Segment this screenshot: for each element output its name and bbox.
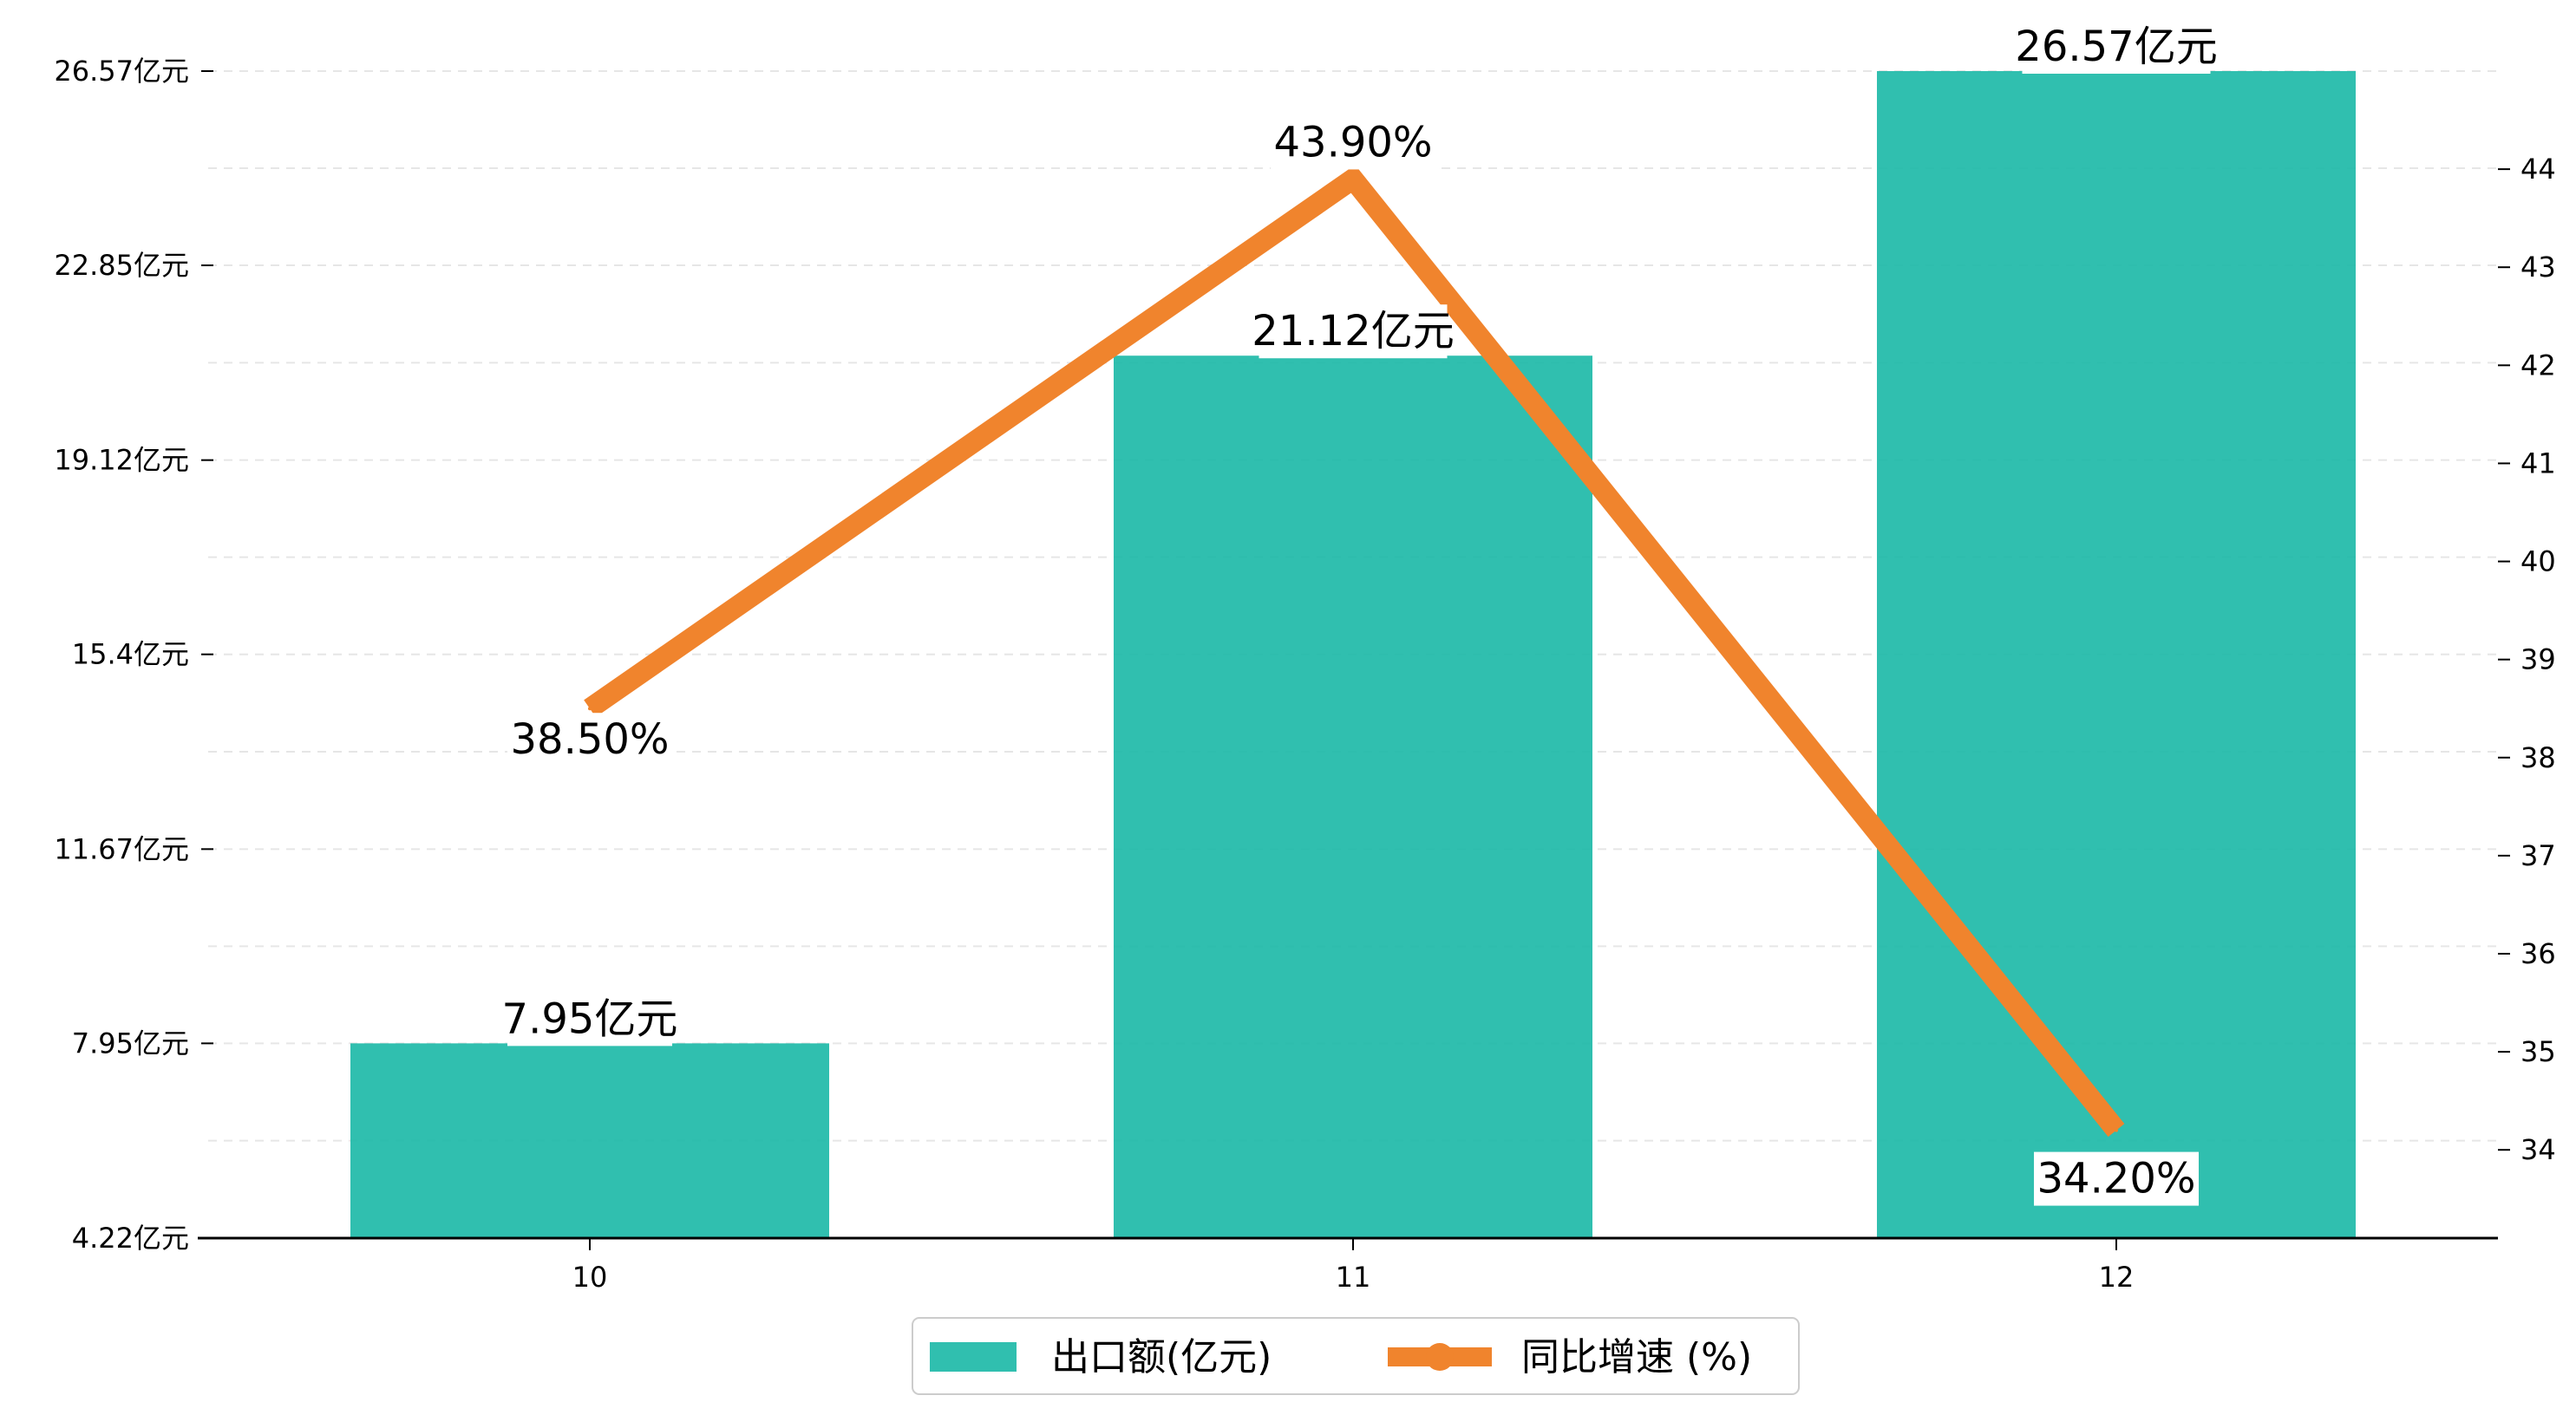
- growth-value-label: 38.50%: [510, 715, 669, 764]
- y-right-tick-label: 35: [2520, 1035, 2556, 1068]
- legend-line-marker: [1426, 1343, 1454, 1371]
- y-right-tick-label: 34: [2520, 1133, 2556, 1166]
- y-right-tick-label: 38: [2520, 741, 2556, 774]
- y-right-tick-label: 41: [2520, 447, 2556, 479]
- y-right-tick-label: 43: [2520, 251, 2556, 284]
- y-left-tick-label: 22.85亿元: [54, 249, 189, 282]
- growth-value-label-bg: [2034, 1151, 2199, 1206]
- legend-bar-label: 出口额(亿元): [1051, 1335, 1272, 1379]
- bar-value-label-bg: [507, 992, 672, 1047]
- growth-value-label-bg: [507, 713, 672, 767]
- growth-value-label: 34.20%: [2037, 1155, 2195, 1203]
- data-labels: 7.95亿元 21.12亿元 26.57亿元 38.50% 43.90% 34.20%: [502, 20, 2218, 1206]
- y-right-tick-label: 42: [2520, 349, 2556, 381]
- bar-series: [350, 71, 2356, 1238]
- growth-point-11: [1351, 177, 1355, 181]
- x-tick-label: 11: [1336, 1261, 1371, 1294]
- bar-value-label-bg: [1259, 304, 1448, 359]
- legend-box: [912, 1317, 1800, 1395]
- x-tick-label: 12: [2099, 1261, 2135, 1294]
- growth-point-12: [2115, 1128, 2118, 1132]
- legend-line-label: 同比增速 (%): [1521, 1335, 1752, 1379]
- x-tick-label: 10: [572, 1261, 608, 1294]
- bar-value-label: 26.57亿元: [2015, 23, 2217, 71]
- bar-11: [1114, 355, 1592, 1238]
- line-series: [584, 165, 2125, 1138]
- y-left-tick-label: 4.22亿元: [72, 1222, 189, 1255]
- y-left-tick-label: 19.12亿元: [54, 444, 189, 477]
- growth-value-label: 43.90%: [1273, 118, 1432, 166]
- bar-value-label: 21.12亿元: [1252, 307, 1454, 355]
- growth-point-10: [588, 707, 592, 711]
- y-left-tick-label: 11.67亿元: [54, 832, 189, 865]
- y-left-tick-label: 15.4亿元: [72, 638, 189, 671]
- y-left-tick-label: 26.57亿元: [54, 55, 189, 88]
- y-right-tick-label: 40: [2520, 545, 2556, 578]
- growth-value-label-bg: [1271, 115, 1435, 170]
- y-right-tick-label: 44: [2520, 153, 2556, 186]
- legend: 出口额(亿元) 同比增速 (%): [912, 1317, 1800, 1395]
- legend-bar-swatch: [930, 1342, 1017, 1372]
- y-right-tick-label: 37: [2520, 839, 2556, 872]
- bar-value-label: 7.95亿元: [502, 994, 678, 1043]
- y-right-tick-label: 39: [2520, 643, 2556, 676]
- bar-value-label-bg: [2022, 20, 2211, 74]
- y-left-tick-label: 7.95亿元: [72, 1027, 189, 1060]
- y-right-tick-label: 36: [2520, 937, 2556, 970]
- bar-12: [1877, 71, 2356, 1238]
- axes: 4.22亿元 7.95亿元 11.67亿元 15.4亿元 19.12亿元 22.85亿元 2…: [54, 55, 2555, 1294]
- bar-10: [350, 1043, 829, 1238]
